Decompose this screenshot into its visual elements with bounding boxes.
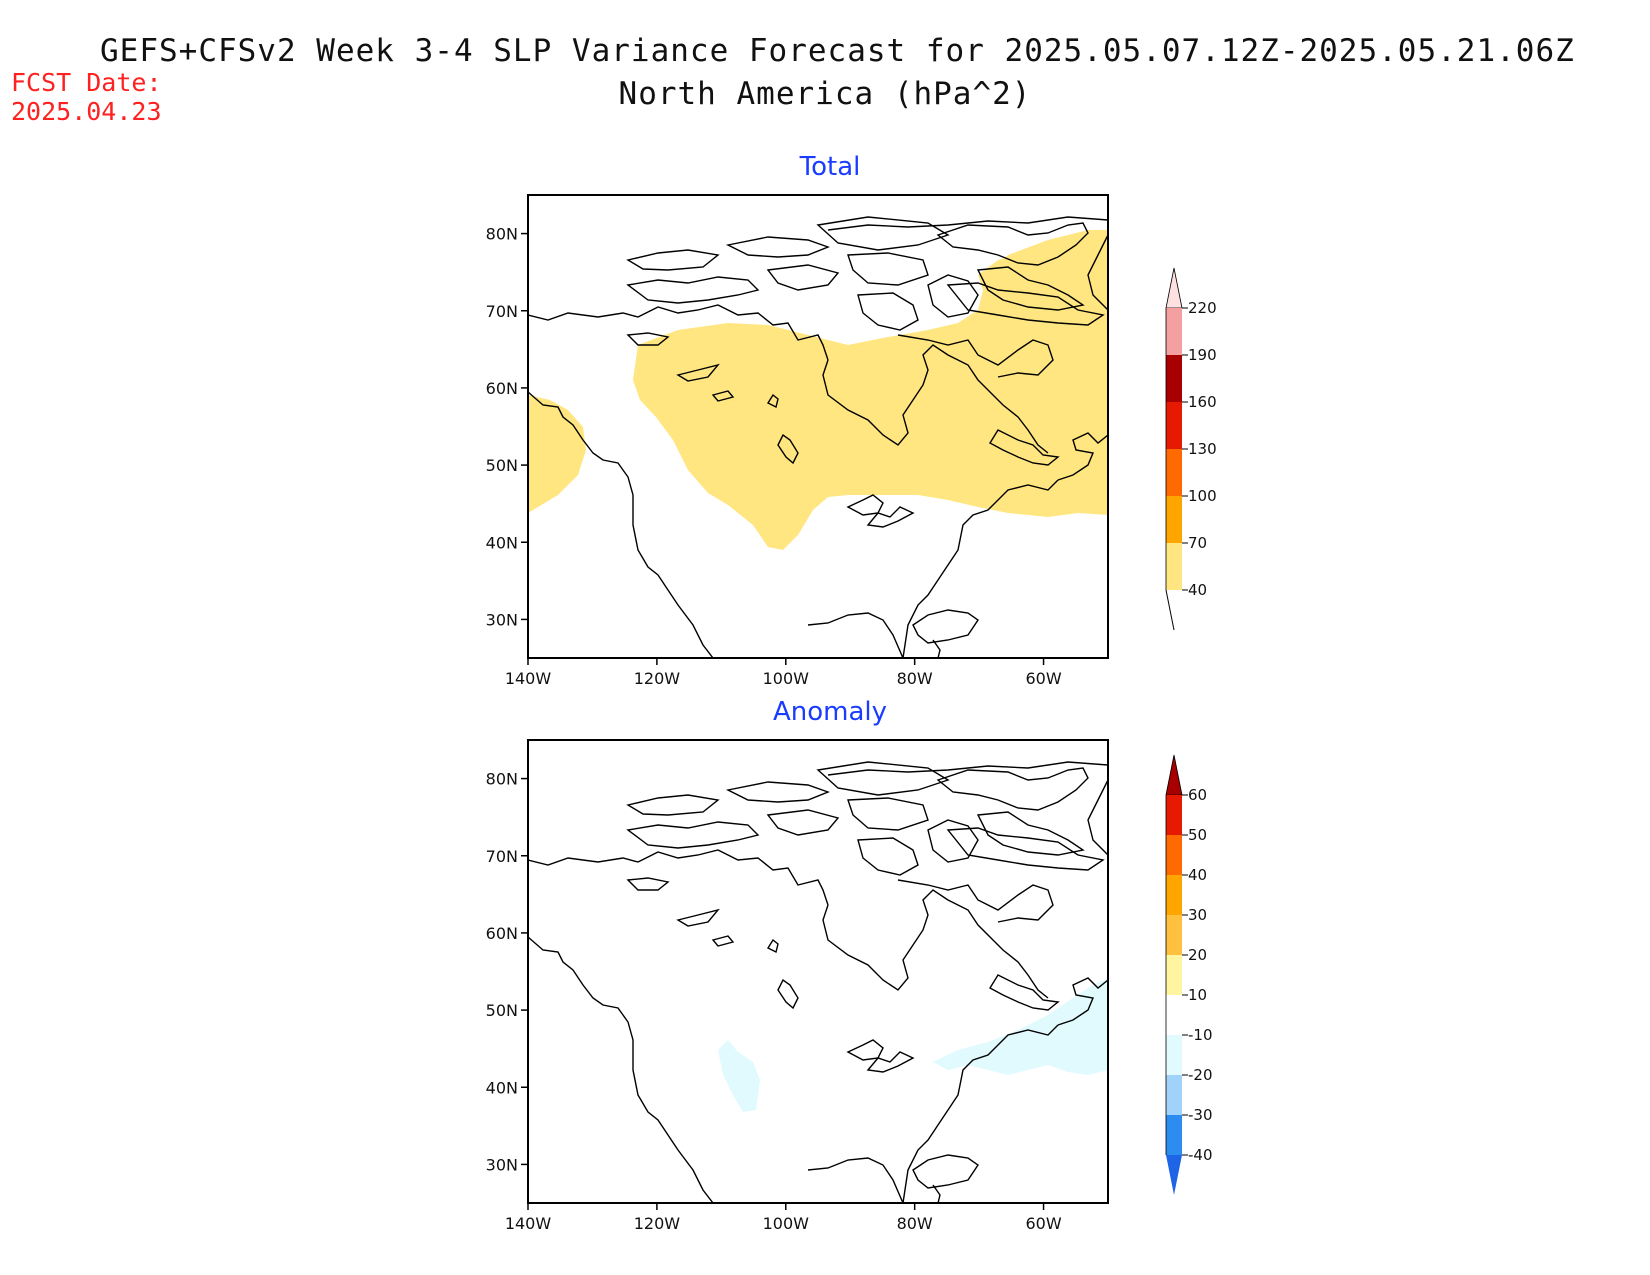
colorbar-label: -20 <box>1188 1066 1213 1084</box>
colorbar-label: 50 <box>1188 826 1207 844</box>
colorbar-bottom-triangle <box>1166 1155 1182 1195</box>
colorbar-segment <box>1166 355 1182 402</box>
lat-label: 80N <box>486 225 518 244</box>
lon-label: 120W <box>634 1214 681 1233</box>
lon-label: 80W <box>897 669 933 688</box>
colorbar-segment <box>1166 995 1182 1035</box>
colorbar-label: 100 <box>1188 487 1217 505</box>
total-map-frame <box>527 194 1109 659</box>
total-map-panel <box>527 194 1109 659</box>
colorbar-label: 20 <box>1188 946 1207 964</box>
forecast-date-value: 2025.04.23 <box>11 97 162 126</box>
colorbar-label: 40 <box>1188 581 1207 599</box>
lon-label: 60W <box>1025 1214 1061 1233</box>
colorbar-segment <box>1166 835 1182 875</box>
colorbar-label: 70 <box>1188 534 1207 552</box>
lat-label: 30N <box>486 610 518 629</box>
map-axes: 80N 70N 60N 50N 40N 30N 140W 120W 100W 80W 60W 80N 7… <box>486 225 1062 1233</box>
colorbar-bottom-line <box>1165 589 1175 631</box>
lon-label: 100W <box>763 1214 810 1233</box>
anomaly-map-frame <box>527 739 1109 1204</box>
lat-label: 60N <box>486 379 518 398</box>
lon-label: 140W <box>505 669 552 688</box>
lon-label: 100W <box>763 669 810 688</box>
anomaly-colorbar: -40 -30 -20 -10 10 20 30 40 50 60 <box>1165 754 1213 1195</box>
forecast-date-label: FCST Date: <box>11 68 162 97</box>
colorbar-label: -30 <box>1188 1106 1213 1124</box>
colorbar-segment <box>1166 496 1182 543</box>
lat-label: 40N <box>486 1078 518 1097</box>
lon-label: 120W <box>634 669 681 688</box>
anomaly-panel-title: Anomaly <box>772 697 888 727</box>
lon-label: 80W <box>897 1214 933 1233</box>
figure-subtitle: North America (hPa^2) <box>618 76 1032 112</box>
colorbar-segment <box>1166 795 1182 835</box>
total-shading <box>528 230 1108 550</box>
colorbar-label: -40 <box>1188 1146 1213 1164</box>
lat-label: 70N <box>486 302 518 321</box>
lon-label: 140W <box>505 1214 552 1233</box>
total-panel-title: Total <box>799 152 861 182</box>
colorbar-top-triangle <box>1165 267 1183 309</box>
colorbar-segment <box>1166 308 1182 355</box>
anomaly-map-panel <box>527 739 1109 1204</box>
colorbar-label: 190 <box>1188 346 1217 364</box>
colorbar-label: 130 <box>1188 440 1217 458</box>
lon-label: 60W <box>1025 669 1061 688</box>
colorbar-label: 10 <box>1188 986 1207 1004</box>
colorbar-label: 30 <box>1188 906 1207 924</box>
figure-title: GEFS+CFSv2 Week 3-4 SLP Variance Forecas… <box>100 33 1575 69</box>
anomaly-shading <box>718 978 1108 1112</box>
colorbar-segment <box>1166 1115 1182 1155</box>
colorbar-label: 160 <box>1188 393 1217 411</box>
lat-label: 30N <box>486 1155 518 1174</box>
colorbar-segment <box>1166 543 1182 590</box>
colorbar-label: 40 <box>1188 866 1207 884</box>
colorbar-segment <box>1166 915 1182 955</box>
colorbar-segment <box>1166 449 1182 496</box>
colorbar-segment <box>1166 875 1182 915</box>
lat-label: 80N <box>486 770 518 789</box>
colorbar-segment <box>1166 955 1182 995</box>
anomaly-coastline <box>528 759 1108 1203</box>
lat-label: 50N <box>486 1001 518 1020</box>
lat-label: 50N <box>486 456 518 475</box>
lat-label: 70N <box>486 847 518 866</box>
colorbar-label: 220 <box>1188 299 1217 317</box>
colorbar-segment <box>1166 1075 1182 1115</box>
lat-label: 60N <box>486 924 518 943</box>
colorbar-segment <box>1166 1035 1182 1075</box>
colorbar-label: -10 <box>1188 1026 1213 1044</box>
total-colorbar: 40 70 100 130 160 190 220 <box>1165 267 1217 631</box>
colorbar-top-triangle <box>1165 754 1183 796</box>
colorbar-label: 60 <box>1188 786 1207 804</box>
lat-label: 40N <box>486 533 518 552</box>
colorbar-segment <box>1166 402 1182 449</box>
